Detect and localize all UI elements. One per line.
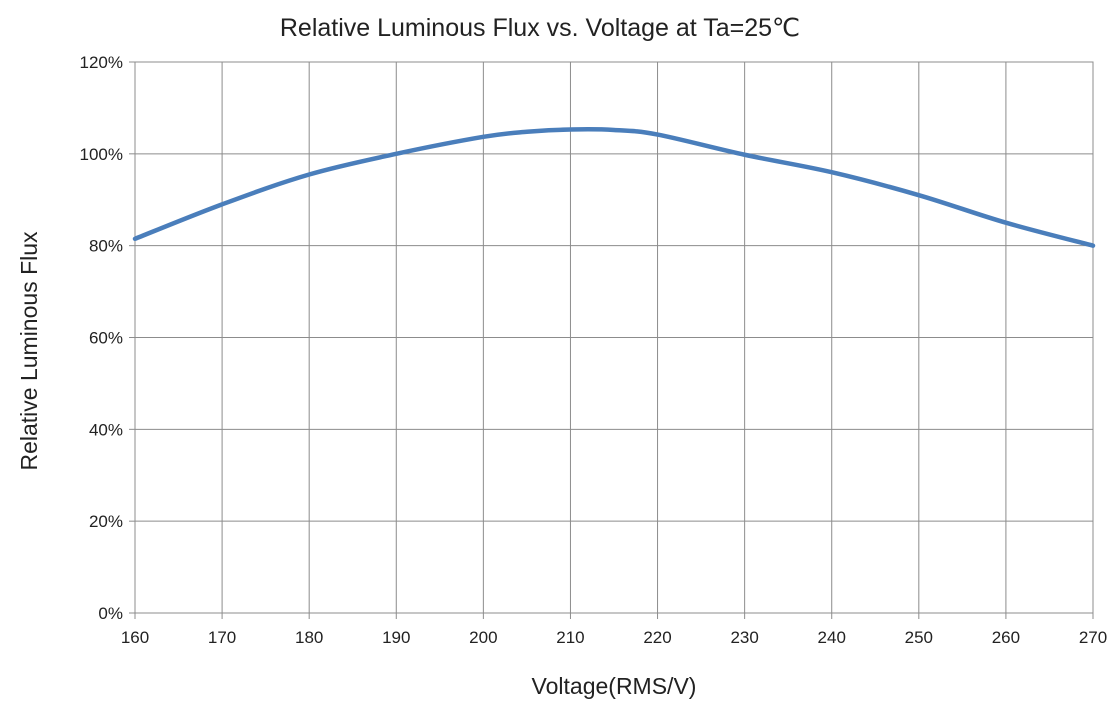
y-tick-label: 0% [98, 604, 123, 623]
y-tick-label: 40% [89, 420, 123, 439]
y-tick-label: 60% [89, 329, 123, 348]
tick-labels: 0% 20% 40% 60% 80% 100% 120% 160 170 180 190 200 210… [80, 53, 1108, 647]
x-tick-label: 210 [556, 628, 584, 647]
x-tick-label: 170 [208, 628, 236, 647]
x-tick-label: 200 [469, 628, 497, 647]
x-axis-label: Voltage(RMS/V) [532, 673, 697, 699]
x-tick-label: 160 [121, 628, 149, 647]
x-tick-label: 180 [295, 628, 323, 647]
x-tick-label: 240 [818, 628, 846, 647]
x-tick-label: 220 [643, 628, 671, 647]
x-tick-label: 190 [382, 628, 410, 647]
x-tick-label: 230 [730, 628, 758, 647]
chart-title: Relative Luminous Flux vs. Voltage at Ta… [280, 14, 800, 42]
y-tick-label: 120% [80, 53, 123, 72]
x-tick-label: 250 [905, 628, 933, 647]
x-tick-label: 260 [992, 628, 1020, 647]
x-tick-label: 270 [1079, 628, 1107, 647]
y-tick-label: 80% [89, 237, 123, 256]
y-tick-label: 20% [89, 512, 123, 531]
y-tick-label: 100% [80, 145, 123, 164]
plot-frame [134, 61, 1094, 614]
y-axis-label: Relative Luminous Flux [16, 231, 42, 471]
series-line [132, 127, 1096, 248]
series-layer [132, 127, 1096, 248]
grid [129, 61, 1094, 619]
